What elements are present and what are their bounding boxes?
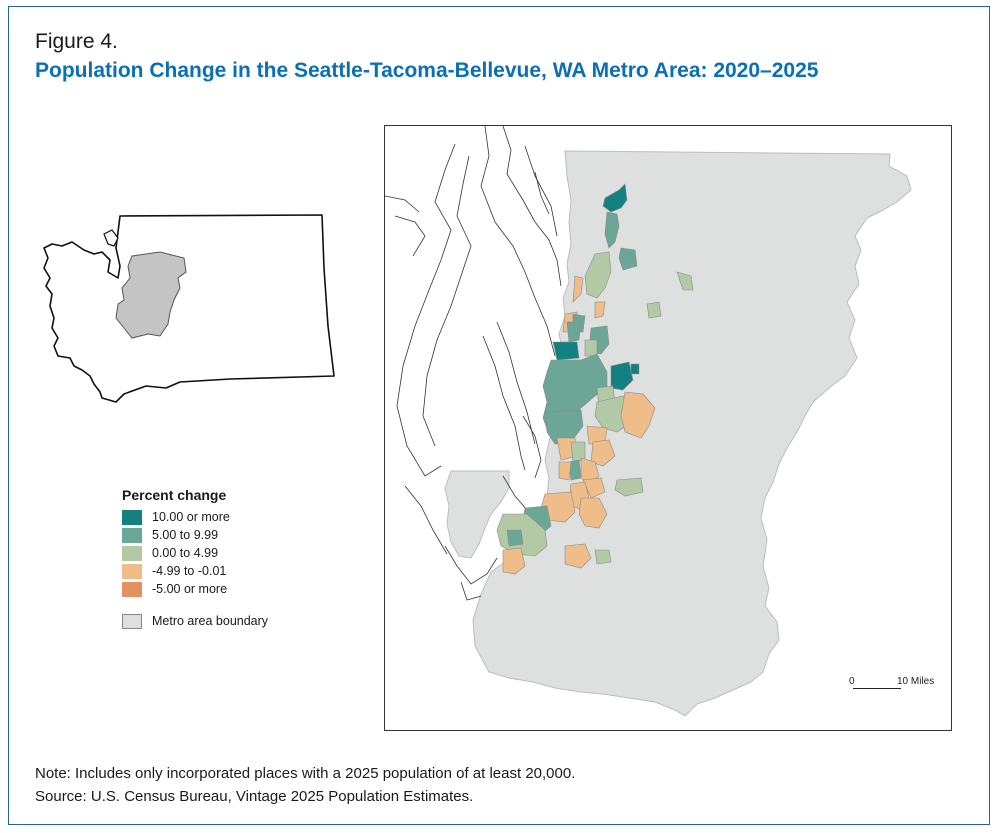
scale-bar-line: [853, 688, 901, 689]
metro-map-canvas: [385, 126, 912, 717]
place-neg5to0: [590, 439, 616, 467]
washington-locator-map: [43, 214, 335, 403]
legend-label: -4.99 to -0.01: [152, 564, 227, 578]
place-0to5: [614, 477, 644, 497]
puget-sound-water: [103, 229, 119, 247]
place-neg5to0: [594, 301, 606, 319]
legend-swatch-boundary: [122, 613, 142, 629]
place-0to5: [584, 339, 598, 357]
metro-area-boundary: [472, 150, 912, 717]
place-neg5to0: [564, 543, 592, 569]
scale-bar-start: 0: [849, 676, 855, 687]
figure-frame: [8, 6, 990, 825]
legend-label: 5.00 to 9.99: [152, 528, 219, 542]
legend-label: 0.00 to 4.99: [152, 546, 219, 560]
figure-label: Figure 4.: [35, 30, 118, 53]
place-neg5to0: [620, 391, 656, 439]
legend-swatch: [122, 581, 142, 597]
legend-label: -5.00 or more: [152, 582, 228, 596]
place-0to5: [584, 251, 612, 299]
legend-label-boundary: Metro area boundary: [152, 614, 269, 628]
place-neg5to0: [582, 477, 606, 499]
map-legend: Percent change 10.00 or more 5.00 to 9.9…: [122, 487, 362, 630]
legend-item: -5.00 or more: [122, 580, 362, 598]
legend-item-boundary: Metro area boundary: [122, 612, 362, 630]
place-neg5to0: [572, 275, 584, 303]
legend-swatch: [122, 509, 142, 525]
place-5to10: [506, 529, 524, 547]
place-10plus: [552, 341, 580, 361]
place-5to10: [566, 321, 582, 343]
legend-item: 0.00 to 4.99: [122, 544, 362, 562]
place-neg5to0: [558, 461, 572, 481]
legend-item: 10.00 or more: [122, 508, 362, 526]
legend-title: Percent change: [122, 487, 227, 503]
incorporated-places: [496, 183, 694, 575]
scale-bar-end: 10 Miles: [897, 676, 935, 687]
place-0to5: [676, 271, 694, 291]
place-neg5to0: [502, 547, 526, 575]
note-text: Note: Includes only incorporated places …: [35, 765, 576, 782]
place-10plus: [602, 183, 628, 213]
figure-notes: Note: Includes only incorporated places …: [35, 762, 575, 808]
place-5to10: [604, 211, 620, 249]
legend-swatch: [122, 527, 142, 543]
place-neg5to0: [578, 497, 608, 529]
legend-item: -4.99 to -0.01: [122, 562, 362, 580]
place-0to5: [594, 549, 612, 565]
legend-item: 5.00 to 9.99: [122, 526, 362, 544]
figure-title: Population Change in the Seattle-Tacoma-…: [35, 59, 819, 82]
legend-swatch: [122, 545, 142, 561]
kitsap-boundary: [444, 470, 510, 559]
metro-area-highlight: [115, 251, 187, 339]
source-text: Source: U.S. Census Bureau, Vintage 2025…: [35, 788, 474, 805]
legend-label: 10.00 or more: [152, 510, 230, 524]
place-10plus: [610, 361, 634, 391]
metro-map: [384, 125, 952, 731]
place-5to10: [630, 363, 640, 375]
legend-swatch: [122, 563, 142, 579]
washington-state-outline: [43, 214, 335, 403]
place-5to10: [618, 247, 638, 271]
place-0to5: [646, 301, 662, 319]
